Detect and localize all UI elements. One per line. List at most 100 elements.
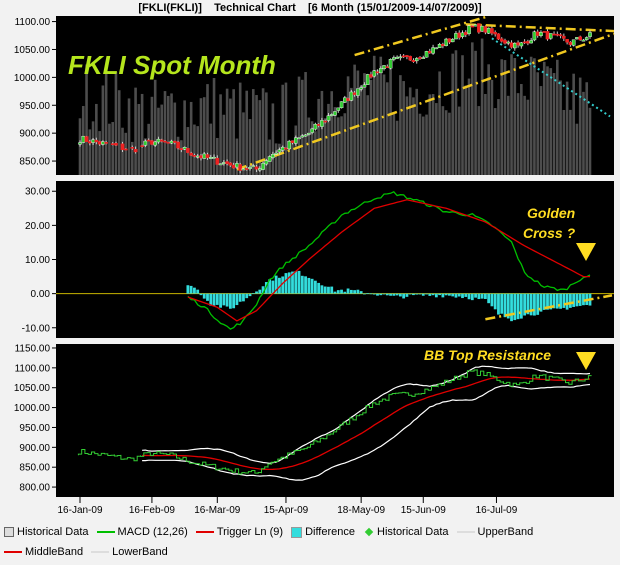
historical-data-line bbox=[77, 369, 592, 475]
difference-bar bbox=[549, 293, 553, 310]
chart-title: [FKLI(FKLI)] Technical Chart [6 Month (1… bbox=[138, 2, 482, 14]
y-tick-label: 1100.00 bbox=[15, 363, 51, 374]
volume-bar bbox=[382, 74, 386, 175]
candle bbox=[222, 162, 226, 164]
candle bbox=[218, 163, 223, 166]
volume-bar bbox=[539, 86, 543, 175]
volume-bar bbox=[366, 95, 369, 175]
difference-bar bbox=[235, 293, 239, 306]
volume-bar bbox=[484, 93, 487, 175]
candle bbox=[575, 37, 579, 40]
candle bbox=[428, 50, 432, 54]
volume-bar bbox=[542, 61, 546, 175]
volume-bar bbox=[330, 91, 334, 175]
difference-bar bbox=[441, 293, 445, 298]
candle bbox=[382, 65, 386, 70]
candle bbox=[133, 148, 138, 153]
macd-trend-line bbox=[485, 294, 613, 321]
y-tick-label: 1050.00 bbox=[14, 45, 51, 56]
difference-bar bbox=[248, 293, 252, 297]
volume-bar bbox=[418, 113, 422, 175]
difference-bar bbox=[421, 293, 425, 296]
y-tick-label: 1150.00 bbox=[15, 343, 51, 354]
difference-bar bbox=[353, 290, 357, 294]
legend-swatch bbox=[91, 551, 110, 554]
difference-bar bbox=[457, 293, 461, 297]
candle bbox=[156, 138, 161, 143]
volume-bar bbox=[353, 64, 356, 175]
difference-bar bbox=[487, 293, 491, 304]
bb-top-label: BB Top Resistance bbox=[424, 347, 551, 363]
volume-bar bbox=[153, 79, 157, 175]
difference-bar bbox=[297, 270, 301, 294]
y-tick-label: 850.00 bbox=[19, 463, 50, 474]
candle bbox=[526, 41, 530, 44]
candle bbox=[516, 42, 520, 46]
difference-bar bbox=[356, 289, 360, 294]
candle bbox=[271, 154, 275, 158]
difference-bar bbox=[202, 293, 206, 299]
candle bbox=[369, 74, 373, 78]
candle bbox=[94, 139, 99, 143]
difference-bar bbox=[539, 293, 543, 312]
candle bbox=[264, 160, 269, 165]
candle bbox=[408, 55, 412, 61]
volume-bar bbox=[575, 123, 579, 175]
difference-bar bbox=[565, 293, 569, 310]
volume-bar bbox=[399, 75, 402, 175]
volume-bar bbox=[225, 88, 229, 175]
difference-bar bbox=[349, 289, 353, 294]
difference-bar bbox=[552, 293, 556, 309]
volume-bar bbox=[98, 131, 101, 175]
volume-bar bbox=[265, 92, 268, 175]
candle bbox=[519, 42, 524, 47]
volume-bar bbox=[431, 94, 435, 175]
difference-bar bbox=[542, 293, 546, 310]
legend-item: LowerBand bbox=[91, 542, 168, 562]
candle bbox=[238, 164, 242, 171]
volume-bar bbox=[438, 71, 441, 175]
difference-bar bbox=[219, 293, 222, 308]
candle bbox=[130, 147, 135, 149]
difference-bar bbox=[333, 291, 337, 294]
volume-bar bbox=[291, 140, 294, 175]
candle bbox=[460, 32, 465, 37]
volume-bar bbox=[435, 103, 438, 175]
y-tick-label: 20.00 bbox=[25, 221, 50, 232]
volume-bar bbox=[516, 93, 520, 175]
candle bbox=[159, 139, 164, 142]
volume-bar bbox=[287, 143, 291, 175]
difference-bar bbox=[464, 293, 468, 297]
candle bbox=[568, 41, 573, 45]
candle bbox=[552, 33, 556, 36]
volume-bar bbox=[451, 53, 454, 175]
legend-item: UpperBand bbox=[456, 522, 533, 542]
candle bbox=[114, 142, 118, 146]
legend-swatch bbox=[4, 551, 22, 554]
difference-bar bbox=[385, 293, 389, 296]
volume-bar bbox=[271, 103, 275, 175]
volume-bar bbox=[578, 77, 582, 175]
candle bbox=[208, 157, 213, 159]
candle bbox=[365, 74, 370, 85]
legend-label: MiddleBand bbox=[25, 546, 84, 558]
difference-bar bbox=[274, 275, 278, 294]
volume-bar bbox=[307, 117, 311, 175]
candle bbox=[414, 58, 419, 62]
resistance-trend-line bbox=[465, 23, 615, 33]
y-tick-label: 10.00 bbox=[25, 255, 50, 266]
y-tick-label: 950.00 bbox=[19, 101, 50, 112]
candle bbox=[199, 155, 203, 159]
candle bbox=[450, 39, 455, 43]
candle bbox=[97, 141, 102, 145]
candle bbox=[584, 37, 589, 40]
volume-bar bbox=[562, 109, 566, 175]
difference-bar bbox=[215, 293, 219, 305]
difference-bar bbox=[228, 293, 232, 309]
down-trend-line bbox=[491, 37, 611, 118]
volume-bar bbox=[333, 107, 337, 175]
difference-bar bbox=[454, 293, 458, 298]
candle bbox=[316, 124, 321, 126]
difference-bar bbox=[529, 293, 533, 316]
